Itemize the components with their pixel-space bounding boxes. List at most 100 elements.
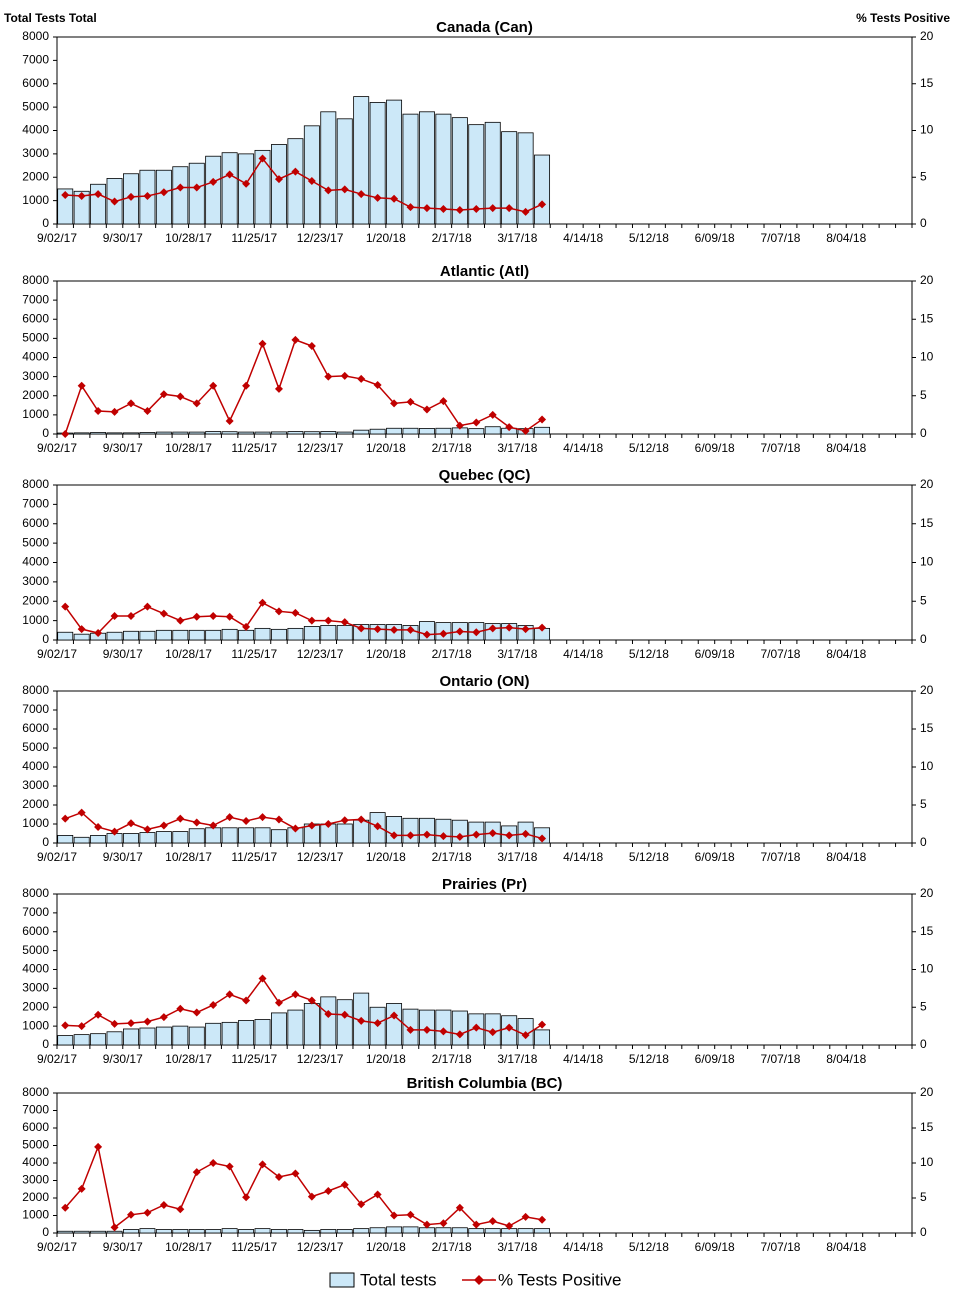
x-tick-label: 4/14/18 xyxy=(563,850,603,864)
x-tick-label: 9/02/17 xyxy=(37,1052,77,1066)
bar xyxy=(271,1229,287,1234)
line-marker xyxy=(77,1022,86,1031)
x-tick-label: 3/17/18 xyxy=(497,231,537,245)
bar xyxy=(435,113,452,225)
y-tick-label: 8000 xyxy=(22,477,49,491)
y-tick-label: 2000 xyxy=(22,1190,49,1204)
x-tick-label: 9/30/17 xyxy=(103,441,143,455)
y-tick-label: 8000 xyxy=(22,273,49,287)
line-marker xyxy=(340,816,349,825)
line-marker xyxy=(324,372,333,381)
bar xyxy=(221,827,238,844)
bar xyxy=(303,1003,320,1046)
bar xyxy=(303,1229,320,1234)
x-tick-label: 10/28/17 xyxy=(165,1052,212,1066)
y-tick-label: 6000 xyxy=(22,924,49,938)
bar xyxy=(155,1229,172,1234)
y-tick-label: 7000 xyxy=(22,905,49,919)
line-marker xyxy=(472,1220,481,1229)
line-marker xyxy=(242,179,251,188)
y-tick-label: 7000 xyxy=(22,702,49,716)
y-tick-label: 5000 xyxy=(22,1138,49,1152)
bar xyxy=(534,1029,551,1046)
y-tick-label: 6000 xyxy=(22,76,49,90)
line-marker xyxy=(357,1200,366,1209)
line-marker xyxy=(488,204,497,213)
bar xyxy=(254,627,271,641)
y2-tick-label: 10 xyxy=(920,123,934,137)
line-marker xyxy=(390,1011,399,1020)
bar xyxy=(320,996,337,1046)
bar xyxy=(271,431,287,435)
bar xyxy=(336,431,353,435)
line-marker xyxy=(159,188,168,197)
y-tick-label: 0 xyxy=(42,216,49,230)
bar xyxy=(73,1034,90,1046)
line-marker xyxy=(291,335,300,344)
legend-marker xyxy=(474,1275,484,1285)
y2-tick-label: 0 xyxy=(920,426,927,440)
line-marker xyxy=(455,1030,464,1039)
line-marker xyxy=(159,609,168,618)
y-tick-label: 2000 xyxy=(22,797,49,811)
y-tick-label: 3000 xyxy=(22,146,49,160)
bar xyxy=(205,827,222,844)
line-marker xyxy=(225,612,234,621)
x-tick-label: 8/04/18 xyxy=(826,441,866,455)
y-tick-label: 3000 xyxy=(22,778,49,792)
x-tick-label: 3/17/18 xyxy=(497,850,537,864)
line-marker xyxy=(390,194,399,203)
x-tick-label: 8/04/18 xyxy=(826,1240,866,1254)
bar xyxy=(353,1228,370,1234)
bar xyxy=(336,118,353,225)
line-marker xyxy=(538,415,547,424)
line-marker xyxy=(521,207,530,216)
x-tick-label: 6/09/18 xyxy=(695,1240,735,1254)
bar xyxy=(303,431,320,435)
x-tick-label: 6/09/18 xyxy=(695,231,735,245)
line-marker xyxy=(258,154,267,163)
line-marker xyxy=(505,1222,514,1230)
line-marker xyxy=(538,200,547,209)
plot-frame xyxy=(56,280,913,435)
line-marker xyxy=(505,623,514,632)
bar xyxy=(418,111,435,225)
line-marker xyxy=(274,607,283,616)
line-marker xyxy=(242,622,251,631)
y-tick-label: 5000 xyxy=(22,535,49,549)
line-marker xyxy=(307,996,316,1005)
line-marker xyxy=(488,410,497,419)
line-marker xyxy=(61,1021,70,1030)
y-tick-label: 6000 xyxy=(22,516,49,530)
x-tick-label: 4/14/18 xyxy=(563,441,603,455)
plot-frame xyxy=(56,1092,913,1234)
y2-tick-label: 15 xyxy=(920,924,934,938)
line-marker xyxy=(439,397,448,406)
x-tick-label: 10/28/17 xyxy=(165,850,212,864)
x-tick-label: 4/14/18 xyxy=(563,1240,603,1254)
bar xyxy=(320,111,337,225)
chart-title: Atlantic (Atl) xyxy=(440,263,529,280)
x-tick-label: 3/17/18 xyxy=(497,1240,537,1254)
bar xyxy=(172,831,189,844)
bar xyxy=(451,1227,468,1234)
line-marker xyxy=(110,197,119,206)
line-marker xyxy=(422,204,431,213)
y-tick-label: 2000 xyxy=(22,999,49,1013)
x-tick-label: 12/23/17 xyxy=(297,647,344,661)
x-tick-label: 3/17/18 xyxy=(497,647,537,661)
y2-tick-label: 10 xyxy=(920,962,934,976)
bar xyxy=(336,1229,353,1234)
bar xyxy=(172,629,189,641)
line-marker xyxy=(472,830,481,839)
x-tick-label: 6/09/18 xyxy=(695,441,735,455)
y2-tick-label: 10 xyxy=(920,350,934,364)
x-tick-label: 5/12/18 xyxy=(629,441,669,455)
line-marker xyxy=(143,407,152,416)
y-tick-label: 4000 xyxy=(22,555,49,569)
line-marker xyxy=(422,830,431,839)
x-tick-label: 10/28/17 xyxy=(165,1240,212,1254)
bar xyxy=(90,432,107,435)
line-marker xyxy=(422,1025,431,1034)
bar xyxy=(484,426,501,435)
